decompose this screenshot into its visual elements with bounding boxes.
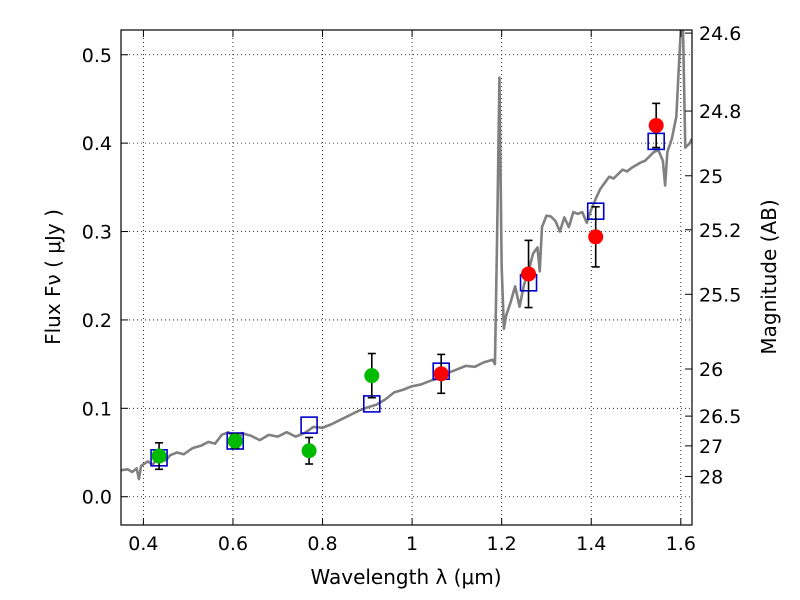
x-tick-label: 1.6 [666,533,696,555]
x-tick-label: 1 [406,533,418,555]
y2-tick-label: 24.8 [699,101,741,123]
x-tick-label: 1.2 [487,533,517,555]
y2-tick-label: 25.5 [699,284,741,306]
y-tick-label: 0.5 [82,45,112,67]
y-axis-label: Flux Fν ( μJy ) [41,209,65,345]
grid [121,30,692,525]
plot-frame [120,29,693,526]
y2-tick-labels: 24.6 24.8 25 25.2 25.5 26 26.5 27 28 [699,23,741,488]
y-tick-label: 0.4 [82,133,112,155]
x-tick-label: 0.8 [307,533,337,555]
x-axis-label: Wavelength λ (μm) [310,565,501,589]
red-data-point [433,366,449,382]
x-tick-label: 0.4 [128,533,158,555]
y2-tick-label: 25 [699,166,723,188]
ticks [121,30,692,525]
red-data-point [521,266,537,282]
y2-tick-label: 27 [699,436,723,458]
green-data-point [364,368,380,384]
y-tick-label: 0.0 [82,487,112,509]
y2-tick-label: 26.5 [699,406,741,428]
x-tick-labels: 0.4 0.6 0.8 1 1.2 1.4 1.6 [128,533,696,555]
y2-tick-label: 26 [699,359,723,381]
y-tick-label: 0.3 [82,222,112,244]
red-data-point [648,117,664,133]
spectrum-line [121,30,692,481]
y-tick-labels: 0.0 0.1 0.2 0.3 0.4 0.5 [82,45,112,509]
y2-axis-label: Magnitude (AB) [757,199,781,354]
model-square-point [300,416,318,434]
y2-tick-label: 24.6 [699,23,741,45]
red-data-point [588,229,604,245]
model-square-point [226,432,244,450]
photometry-layer [151,102,664,471]
green-data-point [227,433,243,449]
green-data-point [151,448,167,464]
y2-tick-label: 25.2 [699,220,741,242]
x-tick-label: 0.6 [218,533,248,555]
y-tick-label: 0.2 [82,310,112,332]
model-layer [150,132,665,467]
y-tick-label: 0.1 [82,398,112,420]
spectrum-layer [121,30,692,481]
x-tick-label: 1.4 [576,533,606,555]
green-data-point [301,443,317,459]
y2-tick-label: 28 [699,466,723,488]
